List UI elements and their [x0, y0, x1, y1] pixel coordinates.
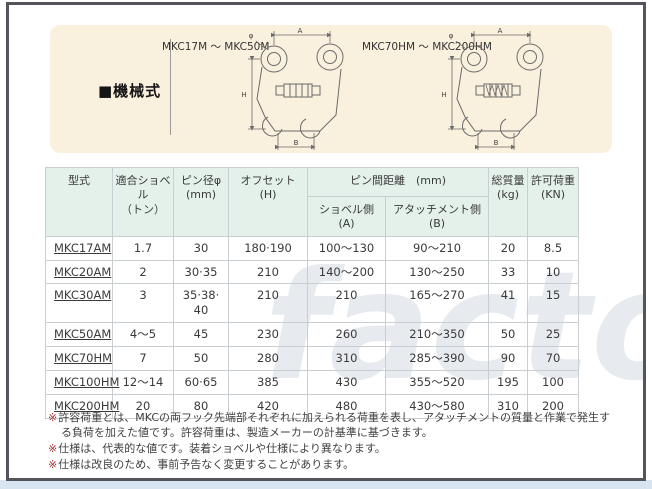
ton-cell: 3	[112, 283, 174, 324]
footnote-text: 仕様は改良のため、事前予告なく変更することがあります。	[58, 457, 355, 471]
coupler-diagram-large: A H B φ	[441, 27, 544, 150]
ton-cell: 7	[112, 346, 174, 372]
table-row: MKC100HM 12～14 60·65 385 430 355～520 195…	[45, 370, 580, 396]
footnote-text: 許容荷重とは、MKCの両フック先端部それぞれに加えられる荷重を表し、アタッチメン…	[58, 411, 610, 439]
table-row: MKC17AM 1.7 30 180·190 100～130 90～210 20…	[45, 235, 580, 261]
model-link[interactable]: MKC30AM	[45, 283, 113, 324]
mass-cell: 50	[488, 322, 529, 348]
pin-a-cell: 310	[307, 346, 386, 372]
pin-b-cell: 430～580	[384, 394, 490, 420]
model-link[interactable]: MKC20AM	[45, 259, 113, 285]
pin-b-cell: 210～350	[384, 322, 490, 348]
pin-b-cell: 355～520	[384, 370, 490, 396]
offset-cell: 210	[228, 259, 308, 285]
load-cell: 200	[527, 394, 580, 420]
table-row: MKC30AM 3 35·38· 40 210 210 165～270 41 1…	[45, 283, 580, 324]
pin-b-cell: 90～210	[384, 235, 490, 261]
load-cell: 25	[527, 322, 580, 348]
pin-cell: 60·65	[173, 370, 229, 396]
section-title: ■機械式	[98, 82, 162, 100]
footnote: ※仕様は改良のため、事前予告なく変更することがあります。	[48, 458, 620, 473]
bottom-strip	[0, 480, 652, 489]
load-cell: 10	[527, 259, 580, 285]
load-cell: 70	[527, 346, 580, 372]
page-frame: factory ■機械式 MKC17M ～ MKC50M MKC70HM ～ M…	[6, 2, 646, 481]
offset-cell: 385	[228, 370, 308, 396]
table-row: MKC50AM 4～5 45 230 260 210～350 50 25	[45, 322, 580, 348]
dim-b-label: B	[294, 139, 299, 147]
pin-cell: 30	[173, 235, 229, 261]
dim-phi-label: φ	[249, 32, 254, 40]
pin-b-cell: 165～270	[384, 283, 490, 324]
dim-h-label: H	[441, 91, 446, 99]
mass-cell: 20	[488, 235, 529, 261]
header-panel: ■機械式 MKC17M ～ MKC50M MKC70HM ～ MKC200HM	[50, 25, 612, 153]
ton-cell: 20	[112, 394, 174, 420]
offset-cell: 280	[228, 346, 308, 372]
pin-cell: 30·35	[173, 259, 229, 285]
pin-cell: 80	[173, 394, 229, 420]
col-header-shovel-side: ショベル側 (A)	[307, 196, 386, 237]
pin-a-cell: 210	[307, 283, 386, 324]
col-header-pin-dia: ピン径φ (mm)	[173, 167, 229, 237]
pin-cell: 35·38· 40	[173, 283, 229, 324]
footnote: ※仕様は、代表的な値です。装着ショベルや仕様により異なります。	[48, 442, 620, 457]
model-link[interactable]: MKC50AM	[45, 322, 113, 348]
pin-a-cell: 430	[307, 370, 386, 396]
panel-divider	[170, 39, 171, 135]
col-header-attachment-side: アタッチメント側 (B)	[384, 196, 490, 237]
footnote: ※許容荷重とは、MKCの両フック先端部それぞれに加えられる荷重を表し、アタッチメ…	[48, 411, 620, 441]
pin-a-cell: 260	[307, 322, 386, 348]
col-header-shovel-ton: 適合ショベル （トン）	[112, 167, 174, 237]
col-header-offset: オフセット (H)	[228, 167, 308, 237]
offset-cell: 230	[228, 322, 308, 348]
model-link[interactable]: MKC70HM	[45, 346, 113, 372]
dim-a-label: A	[298, 27, 303, 35]
load-cell: 8.5	[527, 235, 580, 261]
pin-a-cell: 100～130	[307, 235, 386, 261]
col-header-allowable-load: 許可荷重 (KN)	[527, 167, 580, 237]
ton-cell: 1.7	[112, 235, 174, 261]
mass-cell: 41	[488, 283, 529, 324]
offset-cell: 180·190	[228, 235, 308, 261]
model-link[interactable]: MKC200HM	[45, 394, 119, 420]
dim-a-label: A	[498, 27, 503, 35]
pin-b-cell: 130～250	[384, 259, 490, 285]
mass-cell: 90	[488, 346, 529, 372]
col-header-mass: 総質量 (kg)	[488, 167, 529, 237]
spec-table: 型式 適合ショベル （トン） ピン径φ (mm) オフセット (H) ピン間距離…	[45, 167, 580, 420]
model-link[interactable]: MKC100HM	[45, 370, 119, 396]
coupler-diagram-small: A H B φ	[241, 27, 344, 150]
col-header-model: 型式	[45, 167, 113, 237]
model-link[interactable]: MKC17AM	[45, 235, 113, 261]
table-row: MKC20AM 2 30·35 210 140～200 130～250 33 1…	[45, 259, 580, 285]
pin-cell: 45	[173, 322, 229, 348]
load-cell: 15	[527, 283, 580, 324]
dim-phi-label: φ	[449, 32, 454, 40]
ton-cell: 2	[112, 259, 174, 285]
pin-b-cell: 285～390	[384, 346, 490, 372]
footnote-text: 仕様は、代表的な値です。装着ショベルや仕様により異なります。	[58, 441, 386, 455]
pin-a-cell: 480	[307, 394, 386, 420]
pin-a-cell: 140～200	[307, 259, 386, 285]
pin-cell: 50	[173, 346, 229, 372]
mass-cell: 195	[488, 370, 529, 396]
dim-h-label: H	[241, 91, 246, 99]
table-row: MKC200HM 20 80 420 480 430～580 310 200	[45, 394, 580, 420]
note-marker: ※	[48, 457, 58, 471]
ton-cell: 12～14	[112, 370, 174, 396]
note-marker: ※	[48, 441, 58, 455]
offset-cell: 210	[228, 283, 308, 324]
mass-cell: 33	[488, 259, 529, 285]
note-marker: ※	[48, 411, 58, 424]
ton-cell: 4～5	[112, 322, 174, 348]
footnotes: ※許容荷重とは、MKCの両フック先端部それぞれに加えられる荷重を表し、アタッチメ…	[48, 411, 620, 473]
load-cell: 100	[527, 370, 580, 396]
table-row: MKC70HM 7 50 280 310 285～390 90 70	[45, 346, 580, 372]
col-header-pin-distance: ピン間距離 (mm)	[306, 167, 490, 197]
small-range-label: MKC17M ～ MKC50M	[162, 41, 270, 53]
dim-b-label: B	[494, 139, 499, 147]
offset-cell: 420	[228, 394, 308, 420]
